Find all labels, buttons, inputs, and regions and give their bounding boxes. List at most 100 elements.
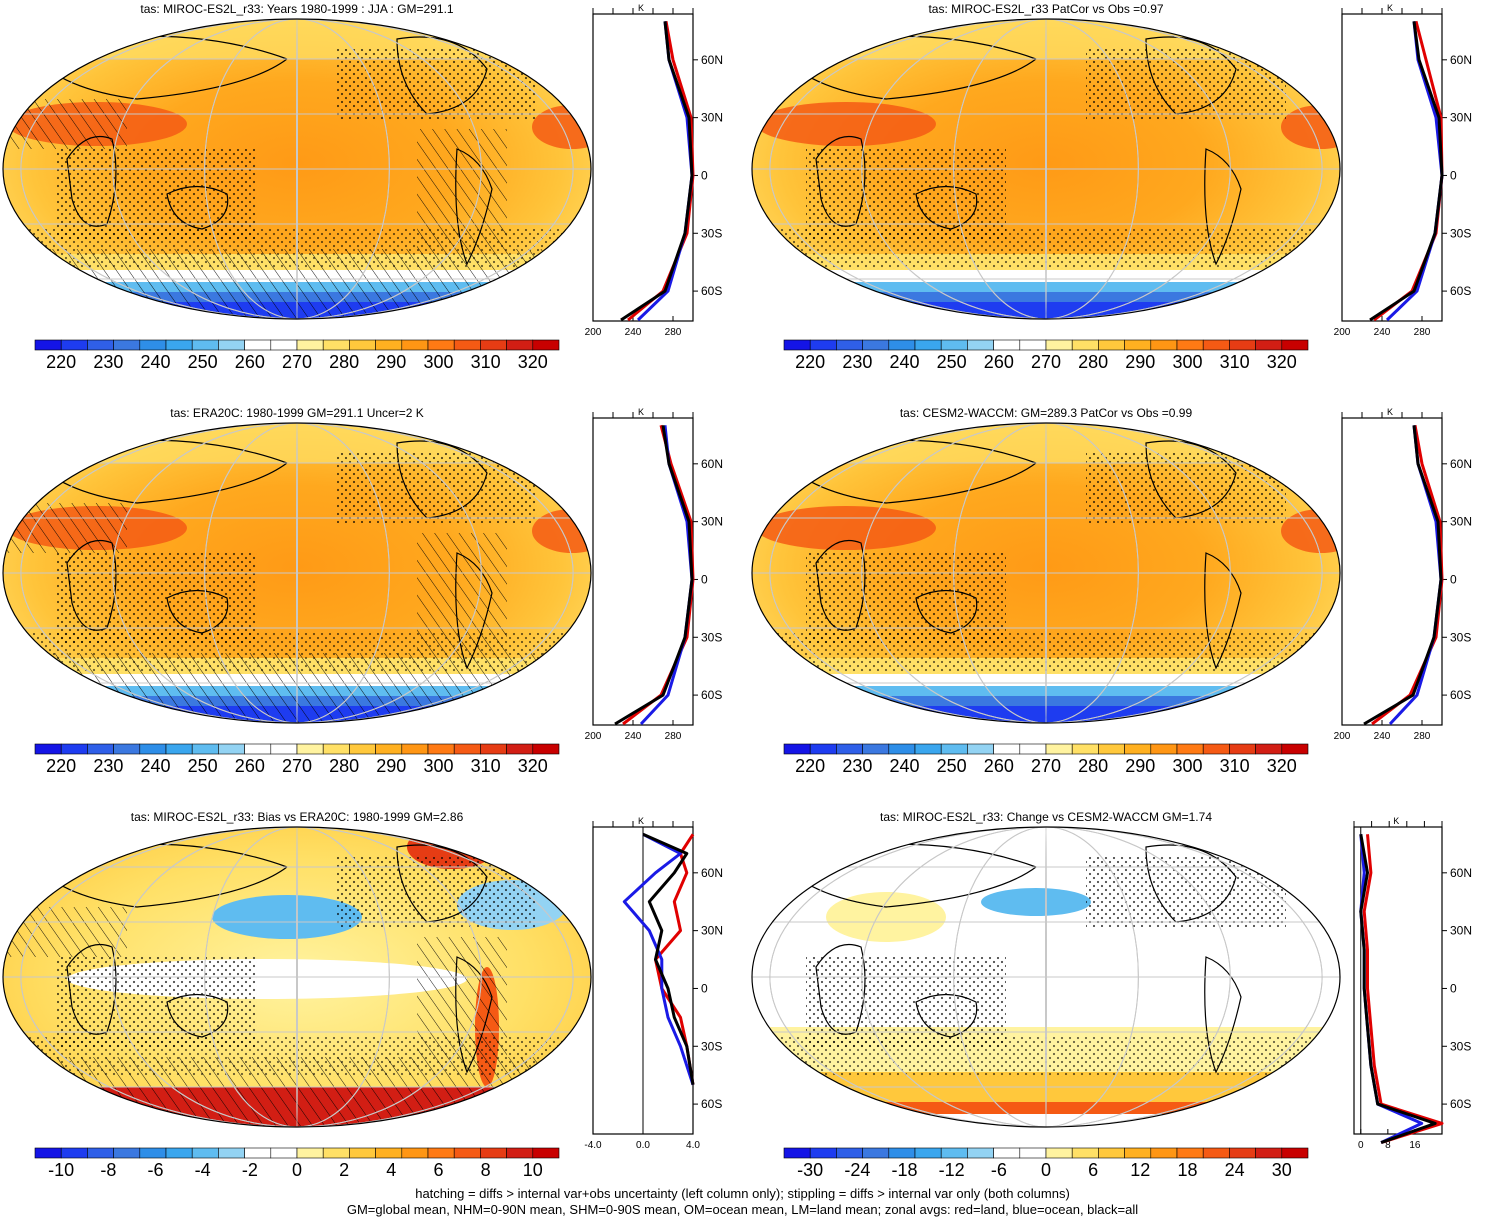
colorbar-cell	[113, 743, 141, 755]
colorbar-cell	[375, 1147, 403, 1159]
colorbar-label: 220	[46, 352, 77, 372]
colorbar-3	[34, 743, 560, 755]
colorbar-label: 310	[470, 756, 501, 776]
colorbar-cell	[427, 339, 455, 351]
colorbar-cell	[296, 743, 324, 755]
colorbar-2	[783, 339, 1309, 351]
zonal-x-label: 280	[1414, 731, 1431, 742]
hot-region	[532, 509, 591, 553]
zonal-lat-label: 30N	[701, 515, 723, 529]
colorbar-label: 310	[470, 352, 501, 372]
zonal-lat-label: 0	[701, 168, 708, 182]
graticule-lon	[204, 423, 390, 723]
colorbar-cell	[270, 1147, 298, 1159]
colorbar-cell	[1019, 743, 1047, 755]
colorbar-cell	[1124, 1147, 1152, 1159]
colorbar-cell	[401, 1147, 429, 1159]
colorbar-label: 280	[329, 352, 360, 372]
warm-anomaly	[826, 892, 946, 942]
colorbar-cell	[34, 743, 62, 755]
zonal-x-label: 200	[1334, 327, 1351, 338]
zonal-lat-label: 60N	[1450, 457, 1472, 471]
zonal-x-label: 200	[1334, 731, 1351, 742]
zonal-lat-label: 30N	[1450, 924, 1472, 938]
graticule-lon	[769, 423, 1323, 723]
colorbar-label: -18	[891, 1160, 918, 1180]
colorbar-label: 260	[983, 352, 1014, 372]
zonal-lat-label: 60S	[1450, 284, 1471, 298]
colorbar-label: 280	[329, 756, 360, 776]
colorbar-label: -30	[797, 1160, 824, 1180]
colorbar-cell	[1255, 743, 1283, 755]
zonal-lat-label: 0	[1450, 168, 1457, 182]
colorbar-cell	[1045, 339, 1073, 351]
colorbar-cell	[244, 743, 272, 755]
colorbar-cell	[506, 1147, 534, 1159]
colorbar-cell	[349, 743, 376, 755]
colorbar-cell	[1281, 339, 1309, 351]
zonal-lat-label: 60N	[701, 53, 723, 67]
zonal-line-land	[1371, 425, 1444, 726]
zonal-mean-plot-1: K 60N 30N 0 30S 60S 200 240 280	[585, 3, 723, 338]
colorbar-cell	[532, 339, 560, 351]
colorbar-label: 270	[281, 352, 313, 372]
colorbar-cell	[60, 743, 88, 755]
colorbar-label: 6	[433, 1160, 444, 1180]
colorbar-cell	[139, 339, 167, 351]
zonal-frame	[592, 417, 694, 726]
colorbar-label: 240	[889, 756, 920, 776]
zonal-lat-label: 60N	[701, 866, 723, 880]
zonal-mean-plot-5: K 60N 30N 0 30S 60S -4.0 0.0 4.0	[584, 816, 723, 1151]
colorbar-cell	[165, 743, 193, 755]
colorbar-cell	[113, 1147, 141, 1159]
colorbar-cell	[270, 339, 298, 351]
colorbar-label: 220	[795, 352, 826, 372]
zonal-lat-label: 0	[1450, 572, 1457, 586]
panel-title-3: tas: ERA20C: 1980-1999 GM=291.1 Uncer=2 …	[170, 406, 424, 420]
colorbar-cell	[967, 1147, 994, 1159]
colorbar-cell	[809, 339, 837, 351]
zonal-lat-label: 30N	[701, 924, 723, 938]
colorbar-label: 220	[795, 756, 826, 776]
colorbar-cell	[165, 1147, 193, 1159]
colorbar-cell	[34, 1147, 62, 1159]
map-panel-1	[3, 19, 591, 319]
colorbar-cell	[1098, 1147, 1125, 1159]
colorbar-label: -6	[147, 1160, 164, 1180]
panel-title-6: tas: MIROC-ES2L_r33: Change vs CESM2-WAC…	[880, 810, 1212, 824]
colorbar-cell	[940, 339, 968, 351]
colorbar-cell	[296, 339, 324, 351]
zonal-line-all	[642, 832, 695, 1086]
zonal-lat-label: 30S	[1450, 1039, 1471, 1053]
colorbar-label: 300	[423, 756, 454, 776]
map-border-2	[751, 18, 1341, 320]
colorbar-cell	[139, 1147, 167, 1159]
colorbar-label: 6	[1088, 1160, 1099, 1180]
colorbar-cell	[349, 1147, 376, 1159]
colorbar-label: 18	[1177, 1160, 1198, 1180]
colorbar-cell	[836, 1147, 863, 1159]
zonal-line-land	[1362, 834, 1444, 1145]
zonal-lat-label: 0	[701, 572, 708, 586]
colorbar-label: 240	[140, 352, 171, 372]
colorbar-cell	[87, 339, 114, 351]
colorbar-label: 260	[234, 756, 265, 776]
zonal-lat-label: 0	[701, 981, 708, 995]
colorbar-label: 230	[93, 352, 124, 372]
zonal-mean-plot-2: K 60N 30N 0 30S 60S 200 240 280	[1334, 3, 1472, 338]
colorbar-cell	[914, 339, 942, 351]
colorbar-cell	[862, 339, 890, 351]
graticule-lon	[20, 19, 574, 319]
colorbar-label: 300	[1172, 352, 1203, 372]
zonal-lat-label: 60N	[1450, 866, 1472, 880]
colorbar-label: 310	[1219, 756, 1250, 776]
colorbar-cell	[453, 743, 481, 755]
colorbar-label: 12	[1130, 1160, 1151, 1180]
colorbar-cell	[888, 1147, 916, 1159]
colorbar-cell	[1176, 339, 1204, 351]
zonal-x-label: 0	[1358, 1140, 1364, 1151]
colorbar-cell	[60, 1147, 88, 1159]
zonal-x-label: 280	[1414, 327, 1431, 338]
hot-region	[1281, 105, 1340, 149]
zonal-lat-label: 30N	[1450, 111, 1472, 125]
